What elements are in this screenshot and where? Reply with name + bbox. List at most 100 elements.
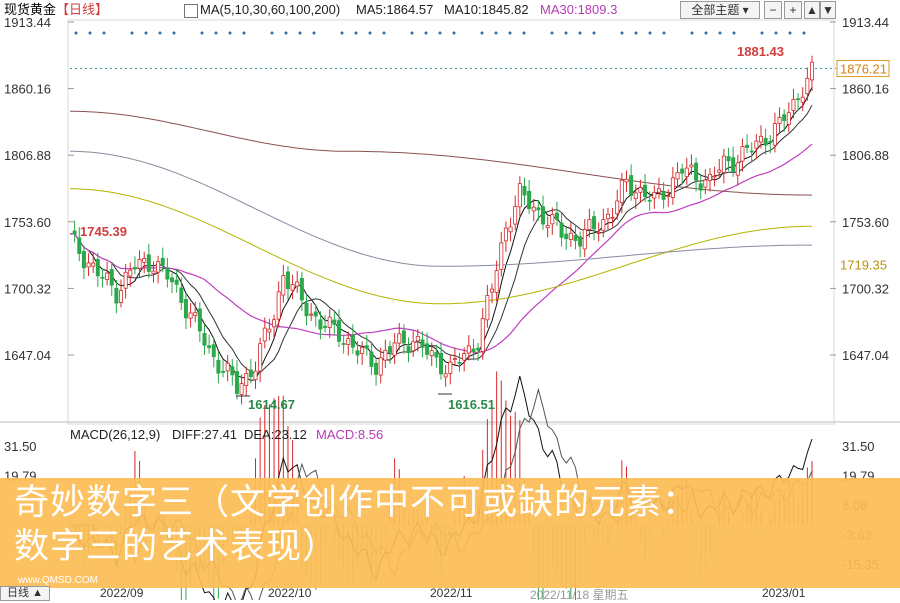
ma-settings-icon[interactable] — [184, 4, 198, 18]
candle-body — [745, 144, 750, 148]
candle-body — [114, 287, 119, 304]
candle-body — [735, 162, 740, 176]
candle-body — [244, 373, 249, 386]
signal-dot — [550, 31, 554, 35]
candle-body — [768, 140, 773, 143]
signal-dot — [620, 31, 624, 35]
macd-diff: DIFF:27.41 — [172, 427, 237, 442]
signal-dot — [494, 31, 498, 35]
candle-body — [350, 334, 355, 348]
period-button[interactable]: 日线 ▲ — [0, 586, 50, 601]
candle-body — [285, 271, 290, 289]
candle-body — [527, 190, 532, 209]
candle-body — [207, 345, 212, 349]
candle-body — [763, 137, 768, 146]
candle-body — [438, 352, 443, 375]
candle-body — [522, 185, 527, 196]
candle-body — [378, 357, 383, 376]
ma10-line — [69, 105, 813, 375]
candle-body — [267, 328, 272, 333]
candle-body — [170, 277, 175, 283]
candle-body — [318, 319, 323, 330]
candle-body — [786, 112, 791, 125]
open-level-annotation: 1745.39 — [80, 224, 127, 239]
candle-body — [374, 362, 379, 375]
candle-body — [406, 346, 411, 354]
candle-body — [541, 206, 546, 225]
candle-body — [336, 320, 341, 342]
price-axis-right-label: 1647.04 — [842, 348, 889, 363]
price-axis-left-label: 1647.04 — [4, 348, 51, 363]
candle-body — [225, 362, 230, 372]
candle-body — [712, 175, 717, 178]
candle-body — [777, 117, 782, 124]
ma5-line — [69, 86, 813, 382]
macd-title: MACD(26,12,9) — [70, 427, 160, 442]
candle-body — [346, 338, 351, 345]
candle-body — [364, 345, 369, 349]
x-label-cursor-date: 2022/11/18 星期五 — [530, 588, 629, 602]
macd-axis-left-label: 31.50 — [4, 439, 37, 454]
candle-body — [689, 164, 694, 168]
candle-body — [758, 135, 763, 143]
price-axis-right-label: 1753.60 — [842, 215, 889, 230]
candle-body — [605, 213, 610, 220]
candle-body — [670, 177, 675, 198]
candle-body — [123, 271, 128, 289]
ma100-line — [70, 150, 812, 267]
candle-body — [554, 212, 559, 220]
candle-body — [323, 325, 328, 328]
candle-body — [253, 370, 258, 381]
candle-body — [536, 207, 541, 211]
signal-dot — [424, 31, 428, 35]
scroll-up-button[interactable]: ▲ — [804, 1, 820, 19]
theme-select[interactable]: 全部主题 ▾ — [680, 1, 760, 19]
signal-dot — [102, 31, 106, 35]
scroll-down-button[interactable]: ▼ — [820, 1, 836, 19]
candle-body — [643, 184, 648, 197]
candle-body — [800, 96, 805, 103]
candle-body — [582, 229, 587, 250]
candle-body — [661, 191, 666, 200]
minus-button[interactable]: − — [764, 1, 782, 19]
candle-body — [429, 350, 434, 357]
candle-body — [355, 350, 360, 356]
candle-body — [304, 302, 309, 317]
candle-body — [383, 349, 388, 361]
candle-body — [749, 150, 754, 153]
signal-dot — [144, 31, 148, 35]
plus-button[interactable]: + — [784, 1, 802, 19]
candle-body — [156, 261, 161, 273]
signal-dot — [298, 31, 302, 35]
candle-body — [517, 183, 522, 208]
x-label-nov: 2022/11 — [430, 586, 473, 600]
candle-body — [369, 351, 374, 367]
signal-dot — [312, 31, 316, 35]
x-label-jan: 2023/01 — [762, 586, 806, 600]
candle-body — [193, 312, 198, 316]
candle-body — [313, 311, 318, 317]
candle-body — [262, 327, 267, 342]
candle-body — [132, 267, 137, 269]
signal-dot — [718, 31, 722, 35]
ma10-value: MA10:1845.82 — [444, 2, 529, 17]
candle-body — [234, 371, 239, 394]
candle-body — [471, 348, 476, 353]
candle-body — [425, 343, 430, 355]
signal-dot — [382, 31, 386, 35]
candle-body — [675, 172, 680, 180]
candle-body — [179, 287, 184, 303]
signal-dot — [452, 31, 456, 35]
candle-body — [401, 330, 406, 344]
candle-body — [485, 295, 490, 321]
candle-body — [490, 288, 495, 293]
price-axis-left-label: 1806.88 — [4, 148, 51, 163]
signal-dot — [564, 31, 568, 35]
candle-body — [183, 299, 188, 319]
candle-body — [434, 352, 439, 358]
candle-body — [146, 254, 151, 272]
candle-body — [119, 290, 124, 303]
period-label[interactable]: 【日线】 — [56, 2, 109, 17]
signal-dot — [760, 31, 764, 35]
